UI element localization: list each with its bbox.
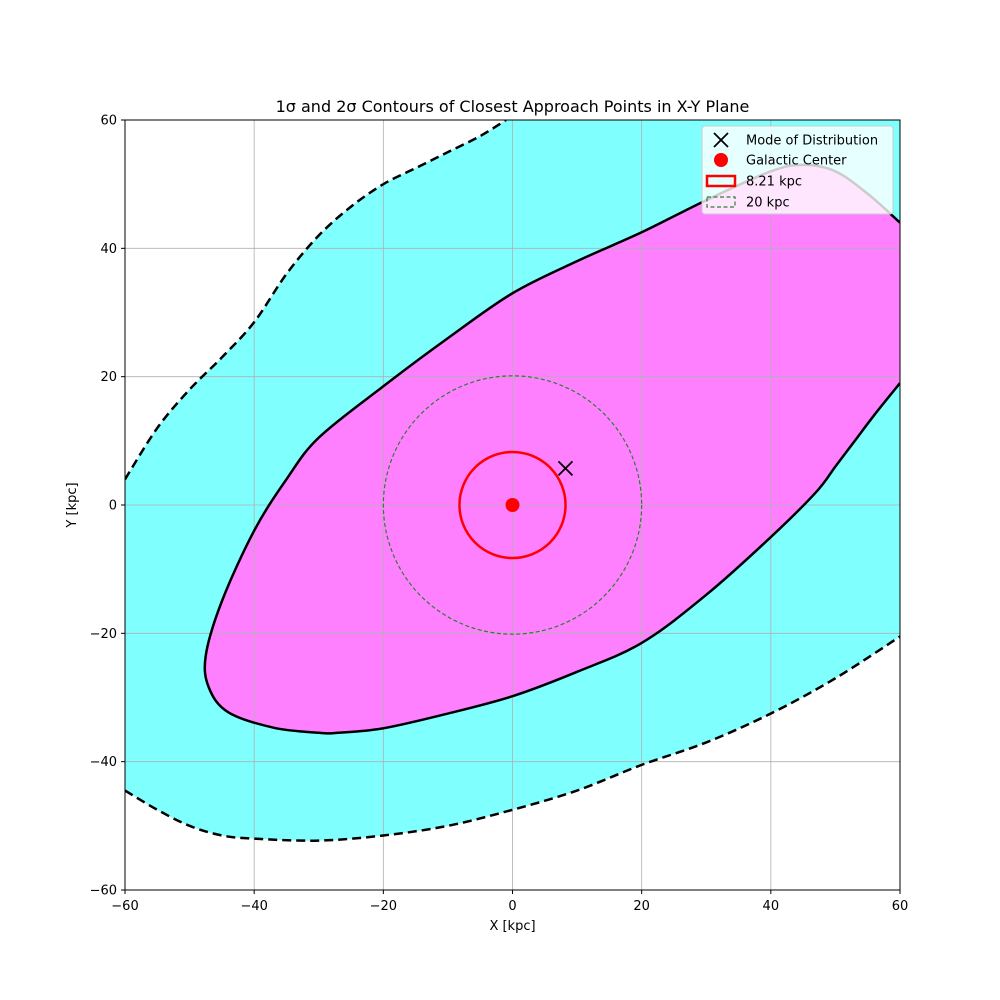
legend: Mode of Distribution Galactic Center 8.21 … bbox=[701, 125, 894, 215]
x-tick-label: −20 bbox=[370, 899, 397, 914]
x-tick-label: −40 bbox=[240, 899, 267, 914]
legend-8kpc-icon bbox=[705, 174, 737, 188]
y-tick-label: −40 bbox=[90, 755, 117, 770]
legend-label: 20 kpc bbox=[746, 196, 790, 211]
x-axis-label: X [kpc] bbox=[489, 919, 535, 934]
legend-galactic-center-icon bbox=[714, 153, 728, 167]
y-tick-label: −20 bbox=[90, 627, 117, 642]
y-tick-label: 20 bbox=[100, 370, 117, 385]
legend-label: 8.21 kpc bbox=[746, 175, 802, 190]
plot-area bbox=[125, 120, 900, 890]
legend-label: Mode of Distribution bbox=[746, 134, 878, 149]
tick-group: −60 −40 −20 0 20 40 60 −60 −40 −20 0 20 40 60 bbox=[90, 114, 909, 915]
chart-title: 1σ and 2σ Contours of Closest Approach P… bbox=[276, 97, 750, 116]
galactic-center-marker bbox=[505, 498, 520, 512]
y-tick-label: −60 bbox=[90, 884, 117, 899]
contour-2sigma-line-lower bbox=[125, 635, 900, 842]
mode-of-distribution-marker bbox=[557, 460, 574, 477]
x-tick-label: 60 bbox=[892, 899, 909, 914]
circle-8kpc bbox=[458, 450, 567, 560]
legend-box bbox=[701, 125, 894, 215]
y-tick-label: 0 bbox=[109, 499, 117, 514]
legend-20kpc-icon bbox=[706, 196, 736, 208]
x-tick-label: 0 bbox=[508, 899, 516, 914]
x-tick-label: 20 bbox=[633, 899, 650, 914]
contour-1sigma-fill bbox=[204, 164, 900, 734]
x-tick-label: 40 bbox=[763, 899, 780, 914]
contour-1sigma-line bbox=[203, 163, 900, 735]
contour-2sigma-line-upper bbox=[125, 120, 507, 480]
y-axis-label: Y [kpc] bbox=[65, 482, 80, 528]
legend-label: Galactic Center bbox=[746, 154, 847, 169]
x-tick-label: −60 bbox=[111, 899, 138, 914]
y-tick-label: 60 bbox=[100, 114, 117, 129]
legend-mode-icon bbox=[713, 132, 729, 148]
y-tick-label: 40 bbox=[100, 242, 117, 257]
circle-20kpc bbox=[382, 375, 643, 635]
